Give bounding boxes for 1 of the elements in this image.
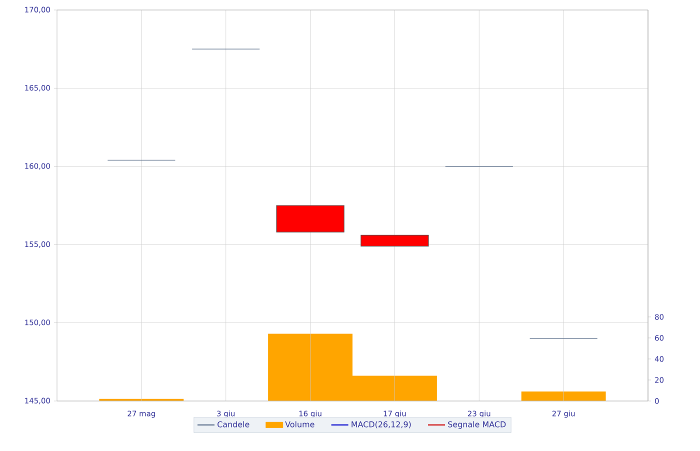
bar bbox=[521, 392, 606, 401]
